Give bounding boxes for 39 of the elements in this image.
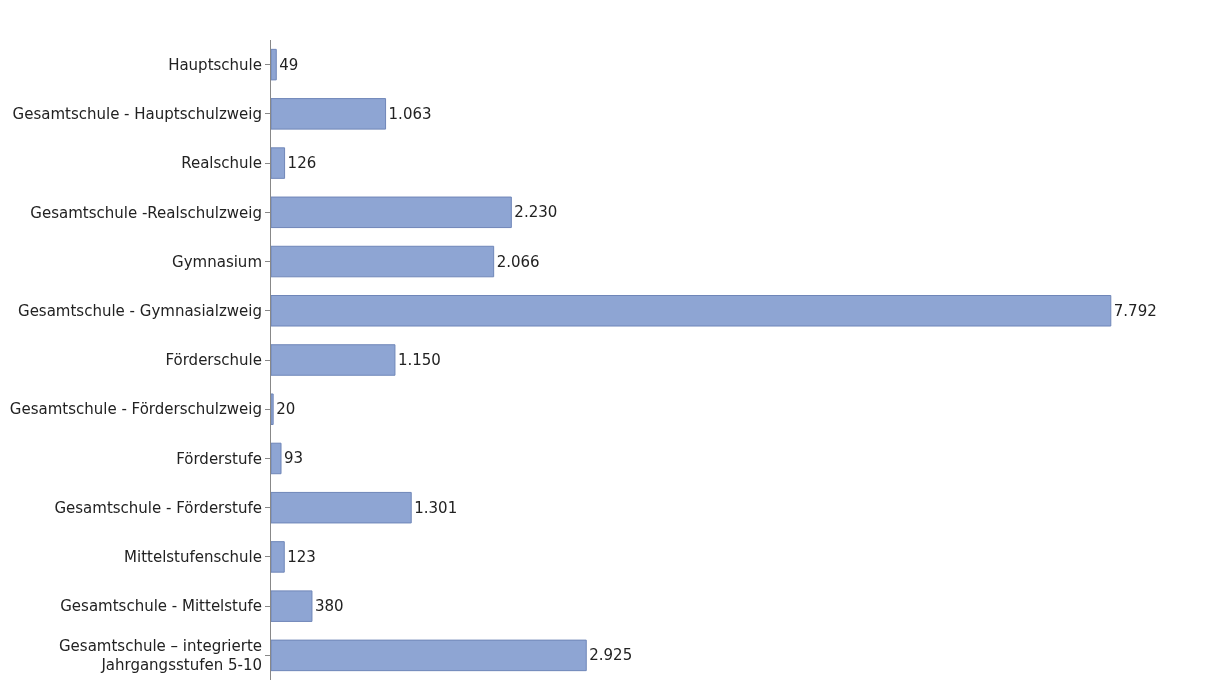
bar bbox=[271, 245, 495, 278]
data-label: 126 bbox=[287, 154, 317, 173]
data-label: 2.925 bbox=[589, 646, 633, 665]
data-label: 93 bbox=[284, 449, 304, 468]
data-label: 20 bbox=[276, 400, 296, 419]
bar bbox=[271, 442, 282, 475]
bar bbox=[271, 48, 277, 81]
bar bbox=[271, 295, 1112, 327]
bar bbox=[271, 147, 286, 179]
y-tick-label: Gesamtschule - Gymnasialzweig bbox=[18, 302, 262, 321]
data-label: 2.230 bbox=[514, 203, 558, 222]
y-tick-label: Gesamtschule - Förderschulzweig bbox=[9, 400, 262, 419]
data-label: 1.150 bbox=[397, 351, 441, 369]
data-label: 380 bbox=[314, 597, 344, 616]
y-tick-label: Gesamtschule -Realschulzweig bbox=[30, 203, 262, 222]
y-tick-label: Förderstufe bbox=[176, 449, 262, 468]
data-label: 1.063 bbox=[388, 104, 432, 123]
y-tick-label: Hauptschule bbox=[168, 55, 262, 74]
bar bbox=[271, 196, 512, 229]
y-tick-label: Realschule bbox=[181, 154, 262, 173]
bar bbox=[271, 541, 285, 573]
bar bbox=[271, 393, 274, 425]
data-label: 123 bbox=[287, 547, 316, 566]
data-label: 49 bbox=[279, 55, 299, 74]
y-tick-label: Gesamtschule – integrierte Jahrgangsstufen 5-10 bbox=[58, 636, 262, 675]
bar bbox=[271, 344, 396, 376]
y-tick-label: Gesamtschule - Mittelstufe bbox=[60, 597, 262, 616]
bar bbox=[271, 590, 313, 622]
y-tick-label: Gesamtschule - Förderstufe bbox=[54, 498, 262, 517]
bar bbox=[271, 639, 587, 672]
y-tick-label: Gymnasium bbox=[172, 252, 262, 271]
data-label: 1.301 bbox=[414, 498, 458, 517]
y-tick-label: Mittelstufenschule bbox=[124, 548, 262, 567]
bar bbox=[271, 98, 387, 130]
data-label: 2.066 bbox=[496, 252, 540, 271]
data-label: 7.792 bbox=[1113, 301, 1157, 320]
y-tick-label: Förderschule bbox=[165, 351, 262, 370]
y-tick-label: Gesamtschule - Hauptschulzweig bbox=[12, 105, 262, 124]
bar bbox=[271, 491, 412, 524]
